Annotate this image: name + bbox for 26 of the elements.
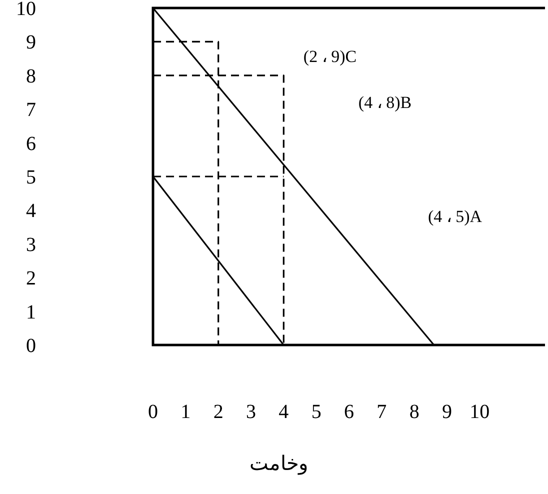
y-tick-label: 7 xyxy=(26,99,36,122)
x-axis-title: وخامت xyxy=(250,453,308,475)
y-tick-label: 1 xyxy=(26,301,36,324)
annotation: (2 ، 9)C xyxy=(303,47,357,66)
x-tick-label: 1 xyxy=(180,401,191,423)
y-tick-label: 0 xyxy=(26,335,36,357)
y-tick-label: 4 xyxy=(26,200,36,222)
x-tick-label: 10 xyxy=(470,401,490,423)
x-tick-label: 0 xyxy=(148,401,158,423)
x-tick-label: 3 xyxy=(246,401,256,423)
y-tick-label: 10 xyxy=(16,0,36,20)
y-tick-label: 9 xyxy=(26,32,36,54)
y-tick-label: 3 xyxy=(26,234,36,256)
y-tick-label: 2 xyxy=(26,268,36,290)
x-tick-label: 4 xyxy=(278,401,289,423)
y-tick-label: 5 xyxy=(26,166,36,188)
x-tick-label: 6 xyxy=(344,401,354,423)
annotation: (4 ، 5)A xyxy=(428,207,483,226)
x-tick-label: 7 xyxy=(376,401,387,423)
y-tick-label: 6 xyxy=(26,132,36,155)
annotation: (4 ، 8)B xyxy=(358,93,412,112)
x-tick-label: 5 xyxy=(311,401,322,423)
y-tick-label: 8 xyxy=(26,65,36,88)
x-tick-label: 8 xyxy=(409,401,420,423)
x-tick-label: 2 xyxy=(213,401,224,423)
x-tick-label: 9 xyxy=(442,401,452,423)
